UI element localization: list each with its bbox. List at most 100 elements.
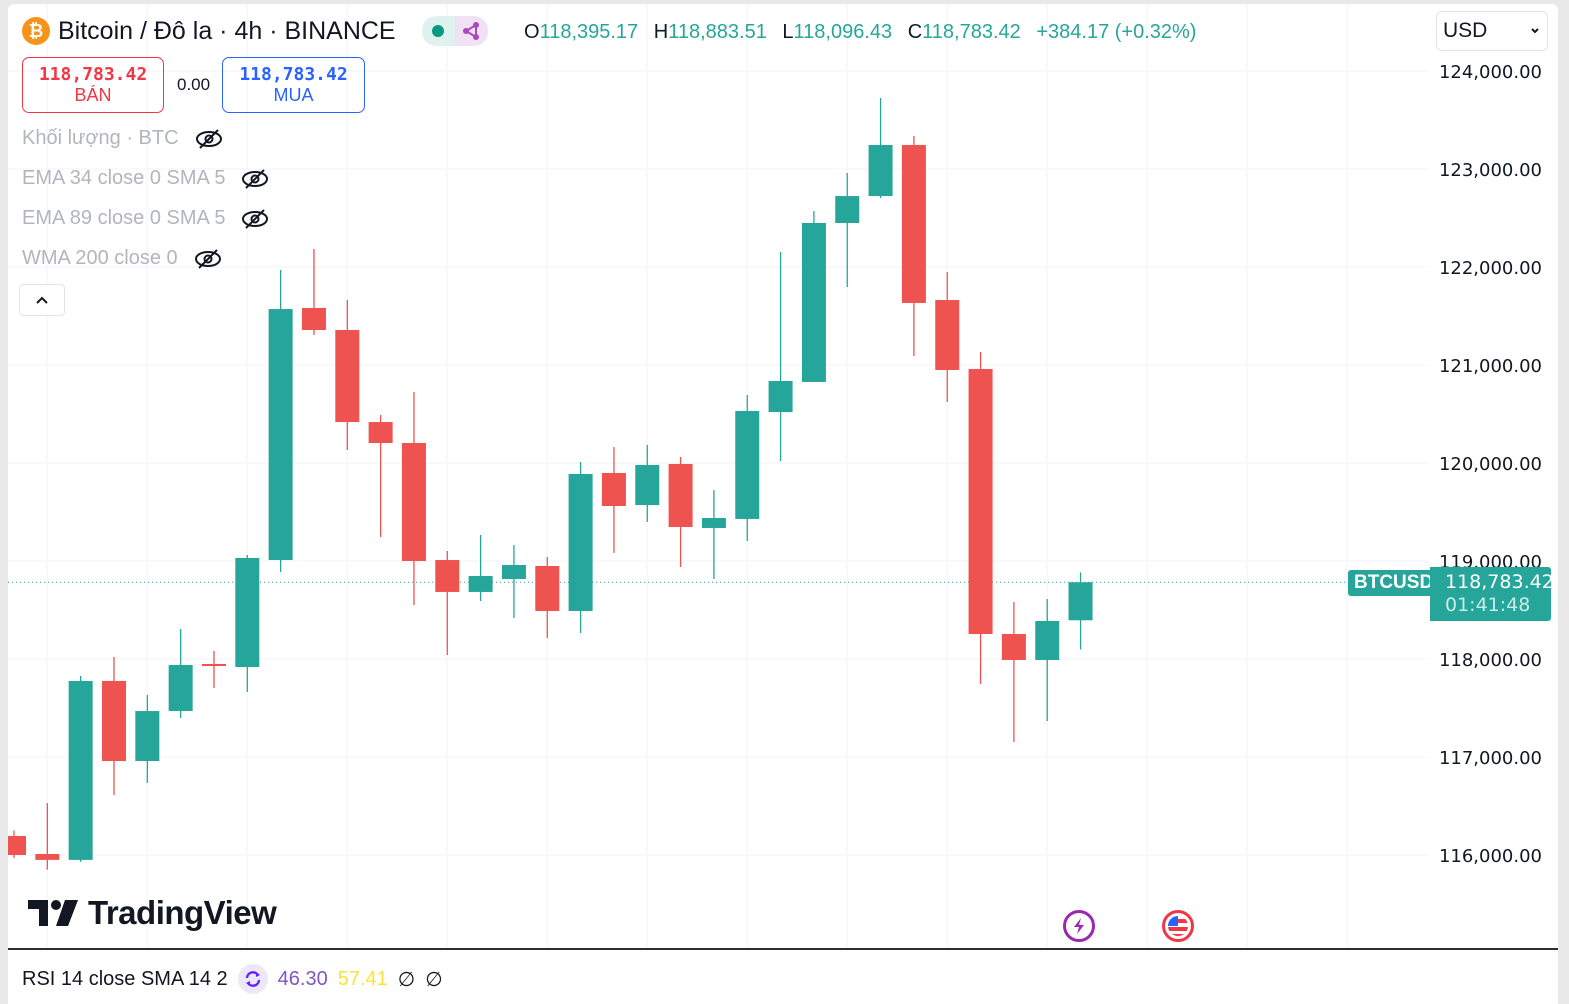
currency-value: USD [1443,19,1488,42]
rsi-sma-value: 57.41 [337,967,388,990]
rsi-value: 46.30 [277,967,328,990]
candle-down [8,830,26,858]
sell-label: BÁN [74,85,112,105]
collapse-indicators-button[interactable] [19,284,65,316]
share-icon [454,16,488,46]
candle-up [1035,599,1060,722]
candle-down [201,650,226,689]
lightning-event-icon[interactable] [1063,910,1095,942]
candle-down [368,414,393,537]
candle-up [868,98,893,199]
candle-down [1001,601,1026,743]
currency-select[interactable]: USD [1436,11,1548,51]
rsi-value-4: ∅ [425,968,443,991]
candle-down [301,248,326,336]
candle-up [835,173,860,287]
candle-down [668,457,693,567]
chevron-up-icon [36,296,48,304]
indicator-label: EMA 89 close 0 SMA 5 [22,207,226,229]
candle-body [101,680,126,762]
bitcoin-icon: ₿ [22,17,50,45]
candle-body [635,464,660,506]
sell-button[interactable]: 118,783.42 BÁN [22,57,164,113]
candle-up [168,629,193,718]
close-value: 118,783.42 [922,21,1021,43]
candle-body [668,463,693,527]
candle-up [635,444,660,522]
candle-body [68,680,93,860]
candle-body [568,473,593,611]
candle-body [935,300,960,370]
y-tick-label: 118,000.00 [1439,650,1542,671]
candle-body [235,557,260,668]
us-flag-event-icon[interactable] [1162,910,1194,942]
candle-down [335,300,360,450]
indicator-label: Khối lượng · BTC [22,127,179,149]
eye-hidden-icon[interactable] [241,208,269,230]
refresh-icon[interactable] [237,964,268,994]
candle-up [801,211,826,382]
candle-body [868,144,893,197]
candle-up [768,252,793,462]
candle-body [501,565,526,580]
candle-down [901,135,926,356]
last-price-label: 118,783.42 01:41:48 [1430,567,1554,621]
candle-body [35,854,60,860]
high-value: 118,883.51 [668,21,767,43]
last-price-value: 118,783.42 [1445,571,1554,593]
candle-body [901,144,926,303]
rsi-legend: RSI 14 close SMA 14 2 46.30 57.41 ∅ ∅ [22,964,443,994]
candle-body [201,663,226,666]
candle-up [235,555,260,693]
low-value: 118,096.43 [793,21,893,43]
candle-body [135,711,160,762]
indicator-label: WMA 200 close 0 [22,247,178,269]
candle-body [535,565,560,611]
y-tick-label: 116,000.00 [1439,846,1542,867]
open-label: O [524,21,540,43]
chart-frame: 116,000.00 117,000.00 118,000.00 119,000.00… [8,4,1558,1004]
high-label: H [653,21,669,43]
indicator-row[interactable]: WMA 200 close 0 [22,247,222,270]
open-value: 118,395.17 [539,21,639,43]
symbol-label: BTCUSD [1348,570,1440,596]
candle-body [268,309,293,561]
candle-body [768,380,793,413]
candle-up [268,270,293,572]
eye-hidden-icon[interactable] [241,168,269,190]
y-tick-label: 120,000.00 [1439,454,1542,475]
candle-body [968,369,993,635]
candle-down [101,657,126,796]
status-pill[interactable] [421,16,488,46]
candle-body [835,196,860,223]
indicator-row[interactable]: EMA 89 close 0 SMA 5 [22,207,269,230]
y-tick-label: 122,000.00 [1439,258,1542,279]
indicator-label: EMA 34 close 0 SMA 5 [22,167,226,189]
ohlc-legend: O118,395.17 H118,883.51 L118,096.43 C118… [524,21,1206,44]
indicator-row[interactable]: Khối lượng · BTC [22,127,223,150]
bar-countdown: 01:41:48 [1445,594,1531,616]
indicator-row[interactable]: EMA 34 close 0 SMA 5 [22,167,269,190]
candle-up [1068,572,1093,650]
candle-body [301,307,326,331]
candle-body [1035,620,1060,660]
eye-hidden-icon[interactable] [195,128,223,150]
candle-down [535,556,560,639]
tradingview-logo[interactable]: TradingView [28,894,277,932]
candle-down [601,447,626,553]
low-label: L [782,21,794,43]
symbol-title[interactable]: Bitcoin / Đô la · 4h · BINANCE [58,16,396,45]
candle-body [701,517,726,528]
y-tick-label: 121,000.00 [1439,356,1542,377]
candle-up [68,675,93,862]
chart-header: ₿ Bitcoin / Đô la · 4h · BINANCE [22,16,488,46]
market-open-icon [421,16,455,46]
candle-down [35,803,60,870]
pane-separator[interactable] [8,948,1558,950]
candle-body [168,664,193,712]
buy-button[interactable]: 118,783.42 MUA [222,57,365,113]
rsi-label[interactable]: RSI 14 close SMA 14 2 [22,967,228,990]
eye-hidden-icon[interactable] [194,248,222,270]
buy-label: MUA [273,85,314,105]
candlestick-chart[interactable]: 116,000.00117,000.00118,000.00119,000.00… [8,4,1558,948]
